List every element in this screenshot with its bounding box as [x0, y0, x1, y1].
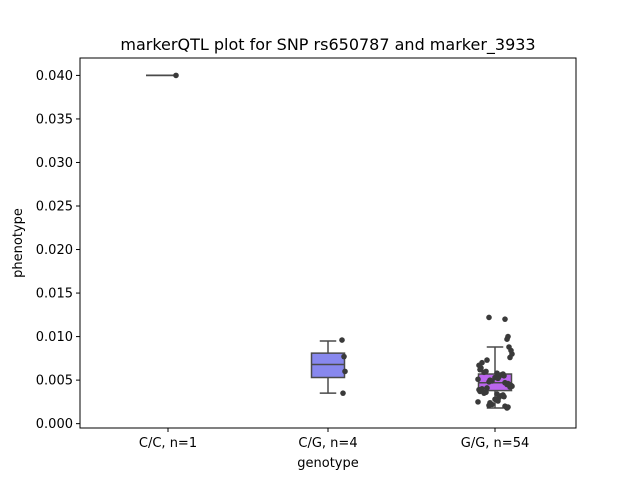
- data-point: [483, 389, 489, 396]
- data-point: [494, 370, 500, 376]
- y-tick-label: 0.005: [36, 374, 73, 389]
- data-point: [484, 357, 490, 363]
- y-tick-label: 0.025: [36, 200, 73, 215]
- data-point: [479, 359, 485, 366]
- data-point: [475, 376, 481, 383]
- y-tick-label: 0.030: [36, 156, 73, 171]
- data-point: [494, 391, 500, 397]
- data-point: [500, 392, 506, 398]
- data-point: [173, 72, 179, 79]
- data-point: [502, 379, 508, 386]
- data-point: [339, 337, 345, 343]
- data-point: [500, 371, 506, 377]
- data-point: [341, 353, 347, 360]
- x-tick-label: C/G, n=4: [298, 436, 357, 451]
- data-point: [486, 314, 492, 321]
- plot-frame: [79, 57, 577, 429]
- data-point: [506, 344, 512, 350]
- y-tick-label: 0.000: [36, 417, 73, 432]
- y-axis-title: phenotype: [11, 208, 26, 278]
- y-tick-label: 0.040: [36, 69, 73, 84]
- data-point: [340, 390, 346, 396]
- data-point: [475, 399, 481, 405]
- chart-marks: [146, 72, 515, 411]
- data-point: [487, 399, 493, 406]
- chart-title: markerQTL plot for SNP rs650787 and mark…: [120, 35, 535, 55]
- x-tick-label: G/G, n=54: [461, 436, 529, 451]
- x-tick-label: C/C, n=1: [139, 436, 197, 451]
- x-axis-title: genotype: [297, 456, 358, 471]
- y-tick-label: 0.020: [36, 243, 73, 258]
- y-tick-label: 0.010: [36, 330, 73, 345]
- x-axis: C/C, n=1 C/G, n=4 G/G, n=54: [139, 428, 529, 451]
- data-point: [505, 333, 511, 340]
- data-point: [483, 368, 489, 375]
- data-point: [484, 385, 490, 391]
- box: [310, 352, 346, 379]
- y-tick-label: 0.015: [36, 287, 73, 302]
- data-point: [479, 386, 485, 392]
- data-point: [502, 316, 508, 322]
- data-point: [342, 368, 348, 375]
- y-tick-label: 0.035: [36, 112, 73, 127]
- data-point: [502, 403, 508, 410]
- data-point: [487, 377, 493, 383]
- y-axis: 0.000 0.005 0.010 0.015 0.020 0.025 0.030 0.035…: [36, 69, 80, 432]
